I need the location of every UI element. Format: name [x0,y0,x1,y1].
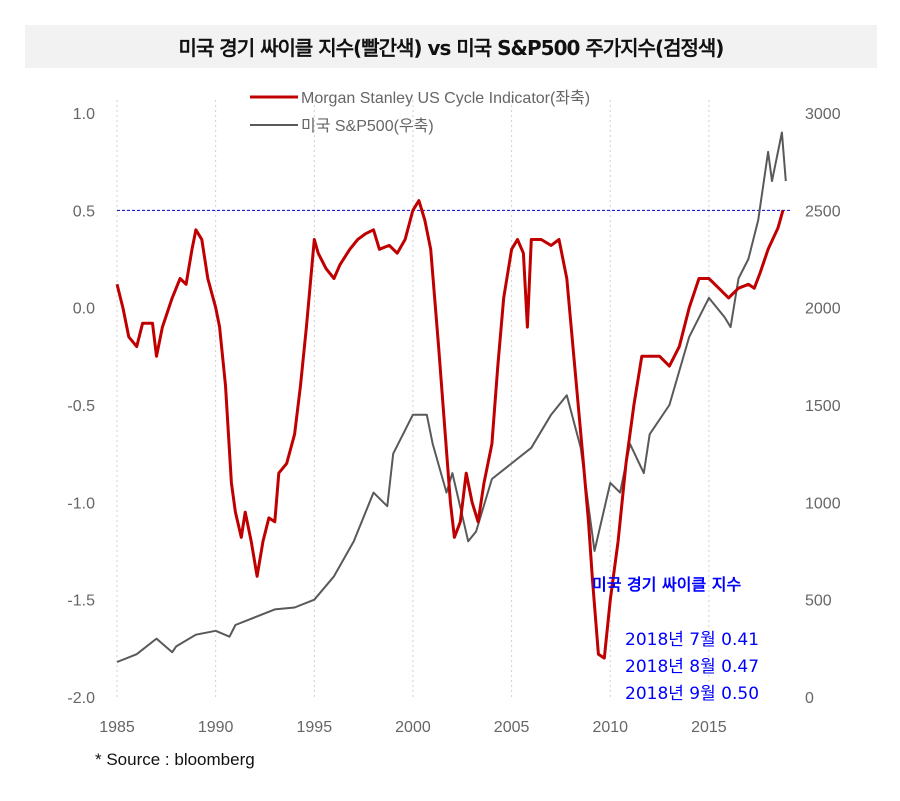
annotation-line: 2018년 8월 0.47 [625,657,759,677]
y-right-tick-label: 1500 [805,398,841,415]
x-tick-label: 1985 [99,719,135,736]
source-note: * Source : bloomberg [95,750,255,769]
y-left-tick-label: 0.0 [73,301,95,318]
legend-label-ms: Morgan Stanley US Cycle Indicator(좌축) [301,89,590,107]
series-line-sp500 [116,131,787,663]
series-line-ms-cycle-indicator [115,199,785,660]
y-right-tick-label: 2500 [805,203,841,220]
y-left-tick-label: -1.5 [67,593,95,610]
legend: Morgan Stanley US Cycle Indicator(좌축) 미국… [250,89,590,135]
y-right-tick-label: 1000 [805,495,841,512]
annotation-line: 2018년 9월 0.50 [625,684,759,704]
x-tick-label: 1995 [297,719,333,736]
annotation: 미국 경기 싸이클 지수 2018년 7월 0.41 2018년 8월 0.47… [592,575,759,704]
legend-label-sp500: 미국 S&P500(우축) [301,117,434,135]
y-left-tick-label: -1.0 [67,495,95,512]
annotation-line: 2018년 7월 0.41 [625,630,759,650]
x-tick-label: 2000 [395,719,431,736]
x-tick-label: 2015 [691,719,727,736]
y-left-tick-label: -2.0 [67,690,95,707]
y-right-tick-label: 500 [805,593,832,610]
y-left-tick-label: 0.5 [73,203,95,220]
x-tick-label: 1990 [198,719,234,736]
chart-title: 미국 경기 싸이클 지수(빨간색) vs 미국 S&P500 주가지수(검정색) [178,36,725,60]
y-left-tick-label: 1.0 [73,106,95,123]
annotation-title: 미국 경기 싸이클 지수 [592,575,741,594]
gridlines [116,100,710,697]
chart-title-bar: 미국 경기 싸이클 지수(빨간색) vs 미국 S&P500 주가지수(검정색) [25,25,877,68]
y-right-tick-label: 0 [805,690,814,707]
y-left-tick-label: -0.5 [67,398,95,415]
y-right-tick-label: 3000 [805,106,841,123]
x-tick-label: 2010 [592,719,628,736]
y-right-tick-label: 2000 [805,301,841,318]
x-tick-label: 2005 [494,719,530,736]
